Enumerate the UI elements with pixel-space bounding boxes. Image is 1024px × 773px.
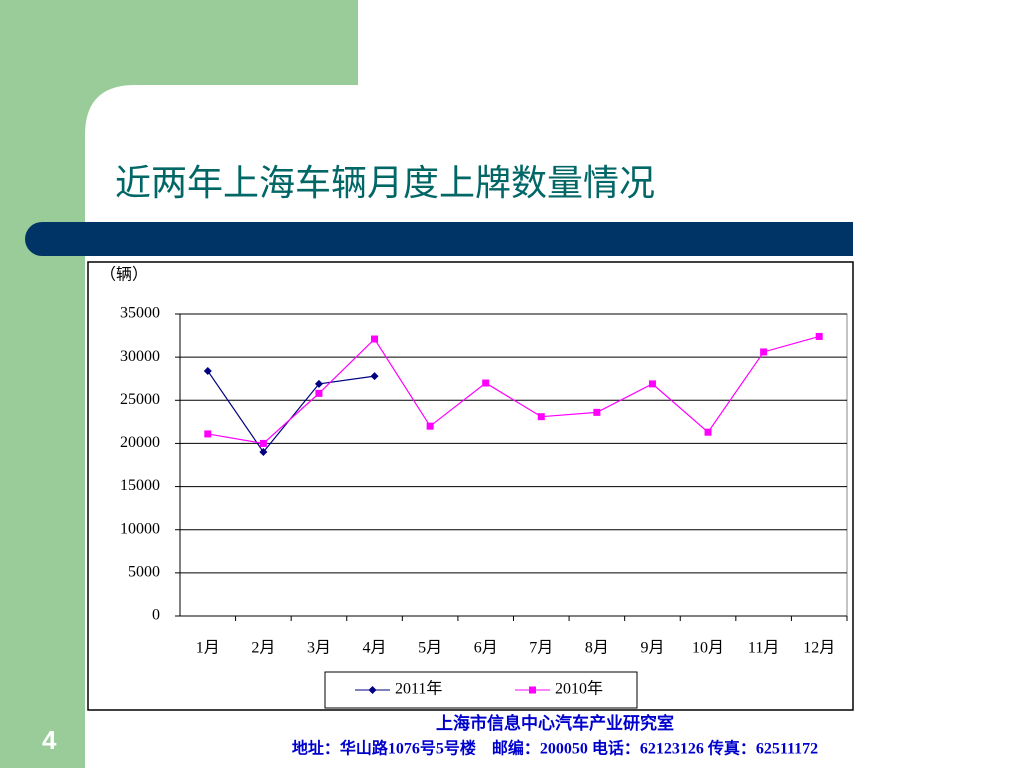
point: [529, 686, 536, 694]
x-tick-label: 2月: [251, 640, 275, 657]
y-tick-label: 25000: [120, 391, 160, 408]
y-tick-label: 5000: [128, 564, 160, 581]
x-tick-label: 9月: [640, 640, 664, 657]
series-line: [207, 335, 820, 445]
point: [370, 372, 379, 381]
footer-contact: 地址：华山路1076号5号楼 邮编：200050 电话：62123126 传真：…: [292, 739, 818, 758]
x-tick-label: 6月: [474, 640, 498, 657]
x-tick-label: 4月: [363, 640, 387, 657]
chart-title: 近两年上海车辆月度上牌数量情况: [115, 163, 655, 204]
point: [315, 389, 323, 397]
point: [368, 686, 377, 694]
point: [314, 379, 323, 388]
footer-org: 上海市信息中心汽车产业研究室: [436, 713, 674, 734]
point: [482, 379, 490, 387]
x-tick-label: 5月: [418, 640, 442, 657]
point: [371, 335, 379, 343]
point: [426, 422, 434, 430]
x-tick-label: 12月: [803, 640, 835, 657]
y-tick-label: 0: [152, 607, 160, 624]
point: [815, 332, 823, 340]
y-tick-label: 30000: [120, 348, 160, 365]
point: [259, 448, 268, 457]
point: [593, 408, 601, 416]
x-tick-label: 11月: [748, 640, 779, 657]
x-tick-label: 3月: [307, 640, 331, 657]
x-tick-label: 10月: [692, 640, 724, 657]
point: [648, 380, 656, 388]
page-number: 4: [42, 725, 57, 755]
point: [204, 430, 212, 438]
legend-label: 2010年: [555, 680, 603, 698]
point: [760, 348, 768, 356]
y-tick-label: 35000: [120, 305, 160, 322]
chart-frame: [87, 261, 854, 711]
point: [203, 366, 212, 375]
title-bar: [25, 222, 853, 256]
y-axis-label: （辆）: [100, 266, 148, 284]
point: [537, 413, 545, 421]
x-tick-label: 1月: [196, 640, 220, 657]
y-tick-label: 15000: [120, 477, 160, 494]
point: [704, 428, 712, 436]
legend-label: 2011年: [395, 680, 442, 698]
x-tick-label: 8月: [585, 640, 609, 657]
y-tick-label: 20000: [120, 434, 160, 451]
x-tick-label: 7月: [529, 640, 553, 657]
legend: [324, 671, 638, 709]
y-tick-label: 10000: [120, 520, 160, 537]
point: [259, 439, 267, 447]
